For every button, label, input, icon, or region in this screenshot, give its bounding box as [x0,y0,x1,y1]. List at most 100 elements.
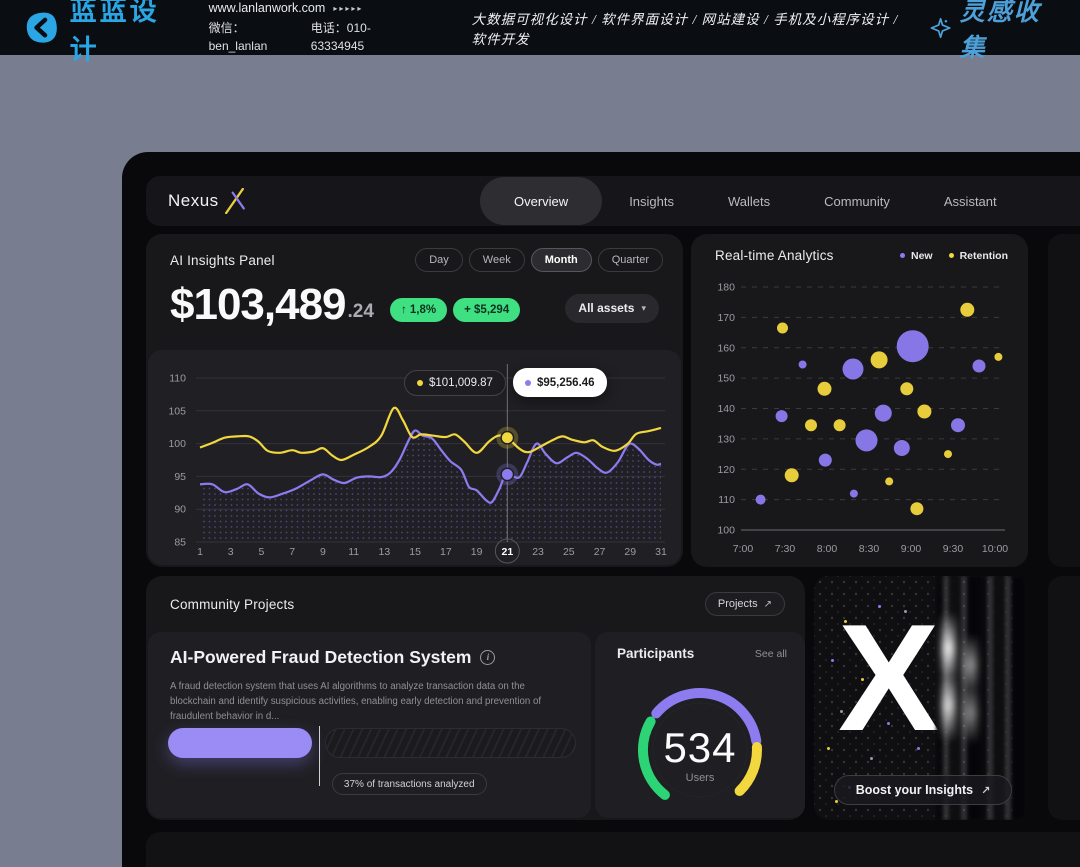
projects-button[interactable]: Projects ↗ [704,592,785,616]
legend-dot-icon [899,253,905,258]
color-dot [891,683,895,687]
website-url: www.lanlanwork.com [208,1,326,16]
range-pills: Day Week Month Quarter [415,248,663,272]
partial-card-right-top [1048,234,1080,567]
svg-text:23: 23 [532,546,544,558]
tab-overview[interactable]: Overview [480,177,603,225]
progress-fill [168,728,312,758]
svg-text:9: 9 [320,546,326,558]
tooltip-purple-value: $95,256.46 [537,376,595,389]
brand-name: 蓝蓝设计 [69,0,160,65]
light-streak [942,612,955,742]
svg-text:7: 7 [289,546,295,558]
svg-text:11: 11 [348,546,359,558]
color-dot [826,746,830,750]
participants-unit: Users [685,772,715,784]
arrow-up-right-icon: ↗ [763,598,772,610]
brand-logo-icon [26,12,57,43]
svg-text:13: 13 [379,546,391,558]
progress-label: 37% of transactions analyzed [331,773,487,795]
chevron-down-icon: ▾ [641,302,646,313]
svg-text:160: 160 [717,342,735,354]
community-title: Community Projects [170,596,295,612]
svg-text:7:00: 7:00 [733,543,754,555]
svg-text:90: 90 [174,504,186,516]
brand: 蓝蓝设计 [24,0,177,67]
dashboard-frame: Nexus Overview Insights Wallets Community As… [122,152,1080,867]
color-dot [878,605,882,609]
color-dot [908,649,912,653]
svg-text:100: 100 [168,438,186,450]
participants-panel: Participants See all 534 Users [595,632,805,818]
svg-text:95: 95 [174,471,186,483]
color-dot [843,619,847,623]
ai-insights-card: AI Insights Panel Day Week Month Quarter $1… [146,234,683,567]
partial-card-right-middle [1048,576,1080,820]
assets-dropdown-value: All assets [578,301,635,315]
svg-text:19: 19 [471,546,483,558]
assets-dropdown[interactable]: All assets ▾ [565,293,659,323]
color-dot [869,756,873,760]
svg-text:21: 21 [501,546,513,558]
svg-text:27: 27 [594,546,606,558]
legend-item-retention: Retention [948,250,1008,262]
nexus-logo: Nexus [168,188,246,214]
boost-button-label: Boost your Insights [855,783,974,797]
contact-block: www.lanlanwork.com ▸▸▸▸▸ 微信：ben_lanlan 电… [209,0,412,56]
svg-text:120: 120 [717,464,735,476]
participants-title: Participants [617,646,695,661]
svg-text:9:00: 9:00 [901,543,922,555]
page-background: Nexus Overview Insights Wallets Community As… [0,55,1080,867]
svg-text:25: 25 [563,546,575,558]
fraud-detection-panel: AI-Powered Fraud Detection System i A fr… [148,632,591,818]
color-dot [903,610,907,614]
see-all-link[interactable]: See all [754,647,787,660]
svg-text:8:00: 8:00 [817,543,838,555]
svg-text:85: 85 [174,537,186,549]
range-month[interactable]: Month [530,248,592,272]
x-glyph-art: X [838,593,939,763]
progress-remaining [324,728,576,758]
color-dot [886,722,890,726]
change-amount-badge: + $5,294 [453,298,521,322]
community-projects-card: Community Projects Projects ↗ AI-Powered… [146,576,805,820]
tooltip-yellow-value: $101,009.87 [429,377,493,389]
collection-title: 灵感收集 [959,0,1041,62]
range-day[interactable]: Day [415,248,463,272]
tab-wallets[interactable]: Wallets [728,193,771,209]
tab-assistant[interactable]: Assistant [943,193,997,209]
tab-insights[interactable]: Insights [629,193,674,209]
progress-divider [318,726,321,786]
tooltip-yellow-series: $101,009.87 [404,370,506,396]
svg-text:8:30: 8:30 [859,543,880,555]
range-week[interactable]: Week [468,248,525,272]
range-quarter[interactable]: Quarter [597,248,663,272]
boost-insights-card: X Boost your Insights ↗ [814,576,1028,820]
svg-text:110: 110 [718,494,735,506]
tab-community[interactable]: Community [824,193,890,209]
boost-insights-button[interactable]: Boost your Insights ↗ [834,775,1012,805]
svg-text:7:30: 7:30 [775,543,796,555]
participants-gauge [638,688,762,800]
dashboard-navbar: Nexus Overview Insights Wallets Community As… [146,176,1080,226]
color-dot [861,678,865,682]
svg-text:105: 105 [168,405,186,417]
svg-text:110: 110 [169,373,186,385]
svg-text:31: 31 [655,546,667,558]
svg-text:15: 15 [409,546,421,558]
yellow-dot-icon [417,380,423,386]
participants-value: 534 [663,724,737,771]
partial-card-bottom [146,832,1080,867]
svg-text:3: 3 [228,546,234,558]
fraud-title: AI-Powered Fraud Detection System [170,647,472,667]
arrow-up-right-icon: ↗ [981,784,991,797]
color-dot [831,658,835,662]
arrows-decor: ▸▸▸▸▸ [333,3,364,13]
svg-text:17: 17 [440,546,452,558]
svg-text:1: 1 [197,546,203,558]
info-icon[interactable]: i [480,650,496,665]
realtime-title: Real-time Analytics [715,248,834,263]
legend-item-new: New [899,250,933,262]
light-streak [964,634,977,744]
